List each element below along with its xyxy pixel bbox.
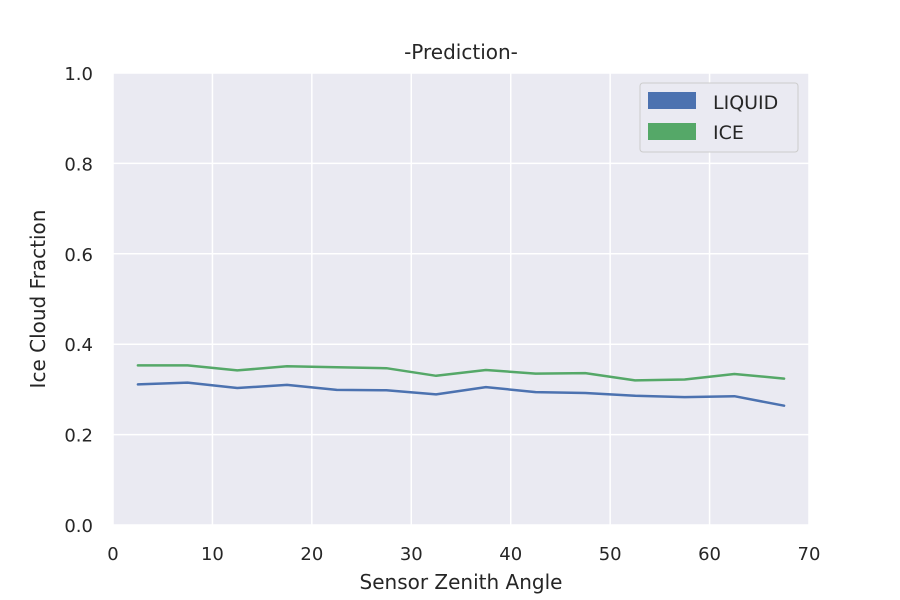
y-tick-label: 1.0	[64, 64, 93, 85]
y-tick-label: 0.6	[64, 245, 93, 266]
y-tick-labels: 0.0 0.2 0.4 0.6 0.8 1.0	[64, 64, 93, 537]
x-tick-label: 40	[499, 544, 522, 565]
x-tick-label: 0	[107, 544, 118, 565]
series-lines	[136, 364, 786, 407]
legend-label-liquid: LIQUID	[713, 92, 778, 114]
legend-swatch-liquid	[648, 92, 696, 109]
x-tick-label: 70	[798, 544, 821, 565]
y-axis-label: Ice Cloud Fraction	[26, 210, 50, 389]
y-tick-label: 0.0	[64, 516, 93, 537]
series-line-ice	[136, 364, 786, 382]
y-tick-label: 0.2	[64, 426, 93, 447]
x-tick-label: 30	[400, 544, 423, 565]
y-tick-label: 0.8	[64, 154, 93, 175]
chart-title: -Prediction-	[404, 40, 518, 64]
legend-label-ice: ICE	[713, 122, 744, 144]
x-tick-label: 20	[300, 544, 323, 565]
x-axis-label: Sensor Zenith Angle	[360, 570, 563, 594]
x-tick-label: 10	[201, 544, 224, 565]
x-tick-label: 50	[599, 544, 622, 565]
x-tick-labels: 0 10 20 30 40 50 60 70	[107, 544, 820, 565]
series-line-liquid	[136, 381, 786, 407]
legend-swatch-ice	[648, 123, 696, 140]
grid-lines	[112, 72, 810, 526]
legend: LIQUID ICE	[639, 82, 799, 153]
x-tick-label: 60	[698, 544, 721, 565]
y-tick-label: 0.4	[64, 335, 93, 356]
